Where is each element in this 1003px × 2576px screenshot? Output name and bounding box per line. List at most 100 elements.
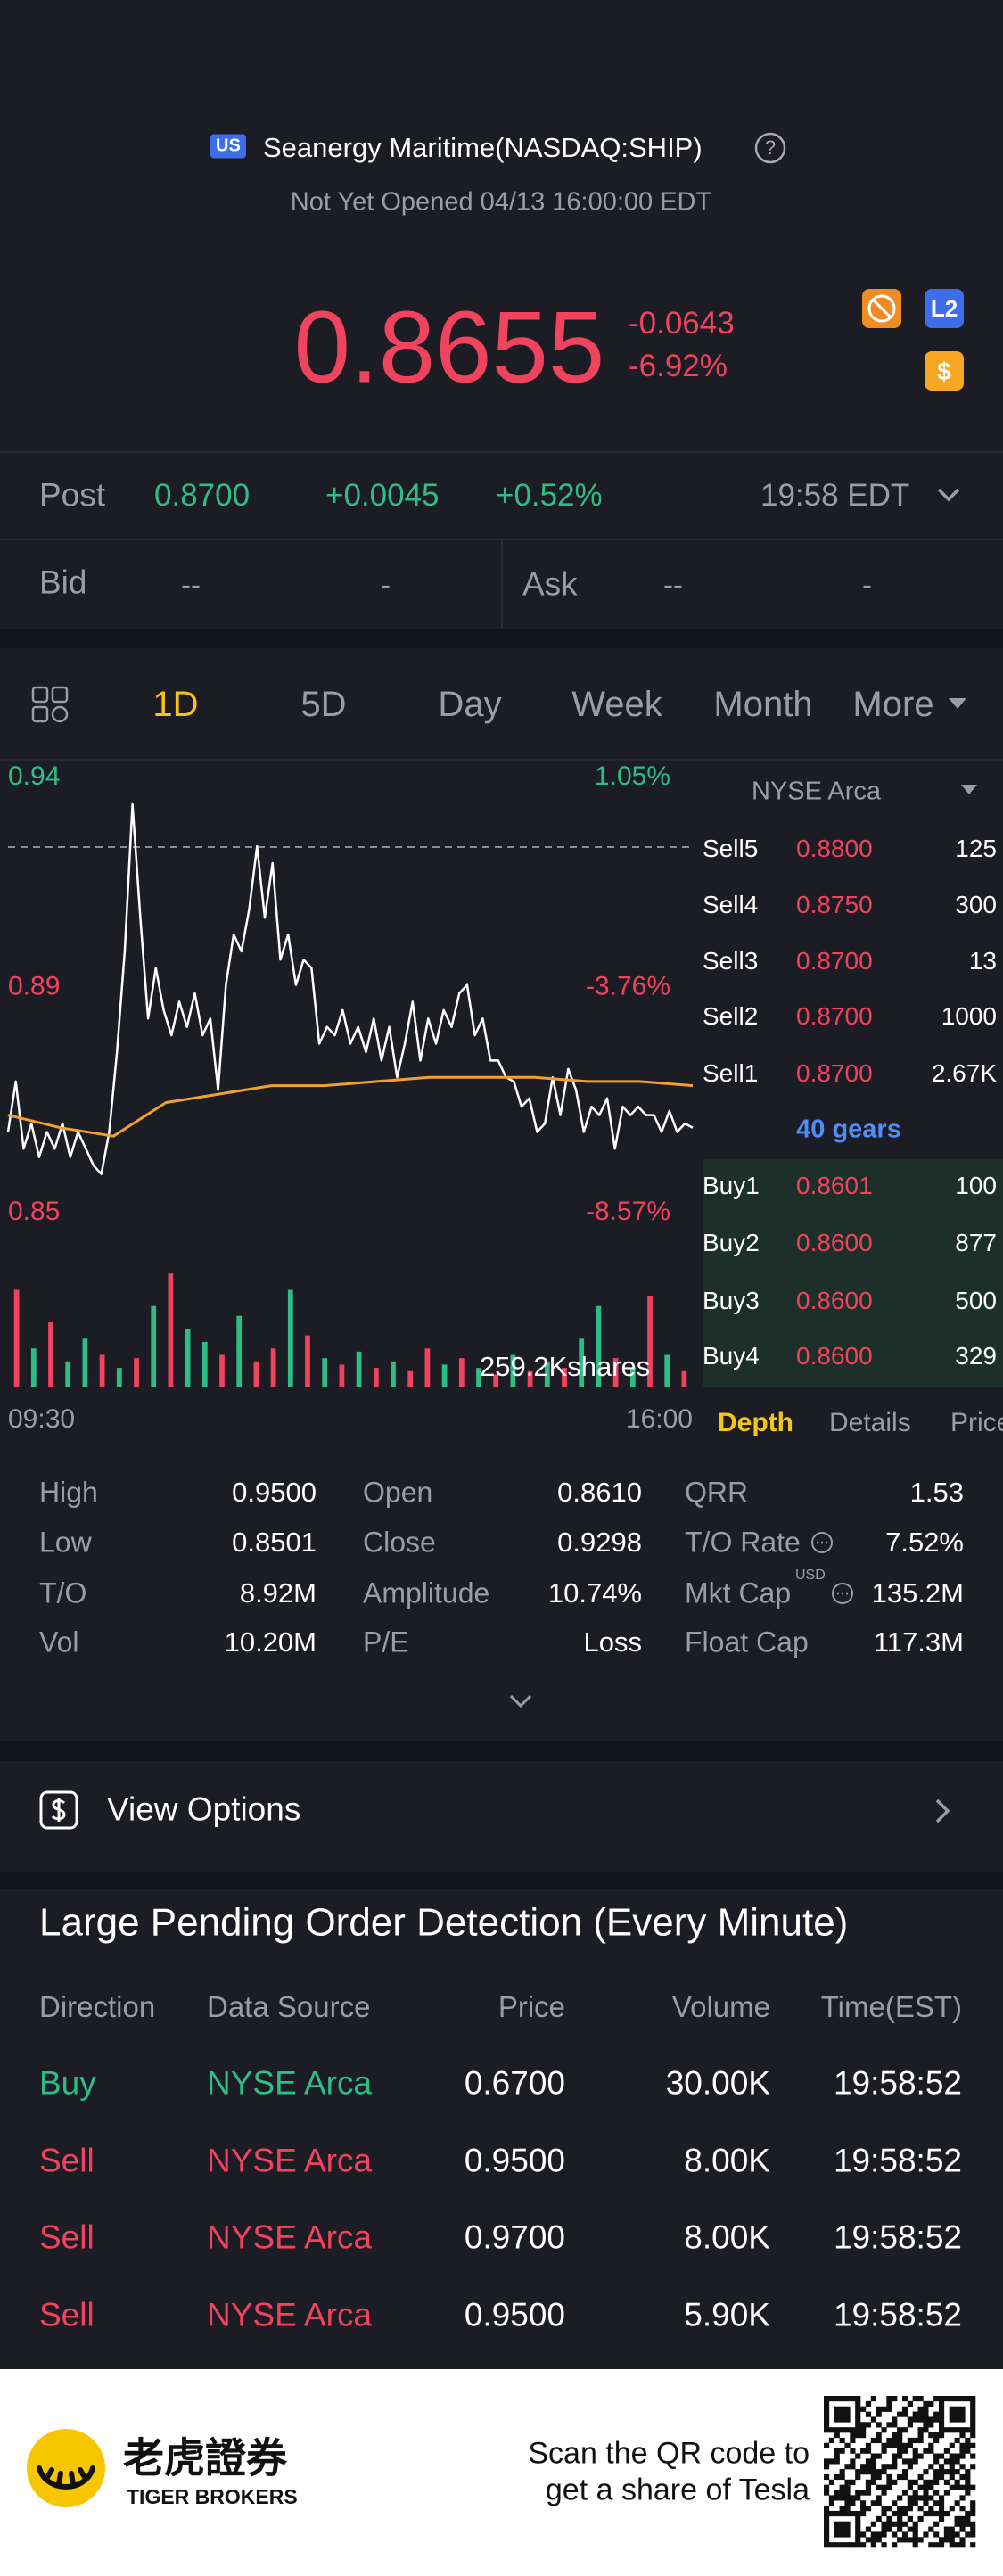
qr-module [907, 2400, 913, 2407]
qr-module [850, 2432, 856, 2439]
qr-module [897, 2537, 903, 2543]
qr-module [855, 2537, 861, 2543]
book-price: 0.8700 [796, 946, 873, 975]
book-tab[interactable]: Depth [718, 1407, 793, 1437]
qr-module [844, 2490, 851, 2496]
qr-module [907, 2464, 913, 2470]
qr-module [928, 2416, 934, 2423]
qr-module [860, 2469, 867, 2475]
book-level: Buy3 [703, 1286, 760, 1314]
qr-module [943, 2396, 950, 2402]
qr-module [970, 2464, 976, 2470]
stat-value: 1.53 [909, 1477, 964, 1509]
qr-module [834, 2510, 840, 2517]
book-price: 0.8601 [796, 1171, 873, 1199]
qr-module [839, 2411, 845, 2417]
qr-module [901, 2396, 908, 2402]
qr-module [965, 2437, 971, 2444]
qr-module [970, 2453, 976, 2459]
bid-price: -- [181, 568, 201, 602]
qr-module [892, 2422, 898, 2428]
brand-cn: 老虎證券 [123, 2434, 287, 2481]
table-cell: 0.9700 [464, 2218, 565, 2256]
qr-module [954, 2469, 960, 2475]
qr-module [844, 2406, 851, 2412]
period-tab[interactable]: 1D [152, 685, 199, 724]
qr-module [870, 2437, 876, 2444]
view-options[interactable]: View Options [107, 1790, 301, 1828]
icon-frame [39, 1790, 78, 1830]
book-level: Buy4 [703, 1341, 760, 1370]
volume-bar [287, 1289, 293, 1387]
stat-value: 0.9298 [557, 1527, 642, 1559]
qr-module [855, 2422, 861, 2428]
qr-module [881, 2406, 887, 2412]
qr-module [949, 2542, 955, 2548]
volume-bar [391, 1361, 396, 1387]
qr-module [959, 2427, 966, 2433]
qr-module [860, 2531, 867, 2538]
section-gap [0, 1872, 1003, 1889]
qr-module [938, 2469, 945, 2475]
qr-module [901, 2442, 908, 2448]
stat-label: Mkt Cap [685, 1576, 792, 1609]
qr-module [828, 2495, 835, 2501]
period-tab[interactable]: More [852, 685, 934, 724]
book-size: 2.67K [931, 1058, 997, 1087]
volume-bar [493, 1374, 499, 1387]
qr-module [943, 2458, 950, 2465]
book-tab[interactable]: Details [829, 1407, 911, 1437]
qr-module [938, 2542, 945, 2548]
qr-module [881, 2506, 887, 2512]
qr-module [912, 2453, 918, 2459]
qr-module [839, 2484, 845, 2490]
qr-module [881, 2521, 887, 2527]
qr-module [965, 2510, 971, 2517]
qr-module [917, 2432, 924, 2439]
book-tab[interactable]: Price [950, 1407, 1003, 1437]
x-label: 09:30 [8, 1404, 75, 1434]
qr-module [917, 2537, 924, 2543]
price-chart: 0.94 1.05% 0.89 -3.76% 0.85 -8.57% 259.2Kshare… [6, 761, 694, 1434]
x-label: 16:00 [626, 1404, 693, 1434]
period-tab[interactable]: Day [438, 685, 502, 724]
book-size: 300 [955, 890, 997, 918]
qr-module [965, 2442, 971, 2448]
qr-module [844, 2479, 851, 2485]
qr-module [943, 2427, 950, 2433]
qr-module [954, 2479, 960, 2485]
qr-module [839, 2406, 845, 2412]
dropdown-chevron [937, 488, 960, 502]
qr-module [954, 2396, 960, 2402]
period-tab[interactable]: 5D [300, 685, 347, 724]
book-level: Sell1 [703, 1058, 759, 1087]
qr-module [855, 2521, 861, 2527]
ask-size: - [862, 568, 872, 602]
qr-module [824, 2416, 830, 2423]
volume-bar [527, 1370, 533, 1387]
book-level: Buy2 [703, 1228, 760, 1256]
period-tab[interactable]: Month [713, 685, 813, 724]
qr-module [938, 2473, 945, 2481]
volume-bar [612, 1358, 619, 1387]
post-time: 19:58 EDT [760, 477, 910, 513]
qr-module [824, 2464, 830, 2470]
qr-module [970, 2422, 976, 2428]
qr-module [892, 2442, 898, 2448]
volume-bar [629, 1368, 636, 1387]
qr-module [886, 2484, 892, 2490]
qr-module [892, 2464, 898, 2470]
qr-module [865, 2479, 872, 2485]
qr-module [870, 2521, 876, 2527]
qr-module [860, 2542, 867, 2548]
qr-module [824, 2427, 830, 2433]
qr-module [965, 2490, 971, 2496]
section-gap [0, 629, 1003, 648]
qr-module [938, 2537, 945, 2543]
period-tab[interactable]: Week [571, 685, 662, 724]
qr-module [959, 2416, 966, 2423]
volume-bar [339, 1364, 345, 1387]
post-label: Post [39, 476, 106, 514]
qr-module [933, 2458, 940, 2465]
qr-module [943, 2531, 950, 2538]
